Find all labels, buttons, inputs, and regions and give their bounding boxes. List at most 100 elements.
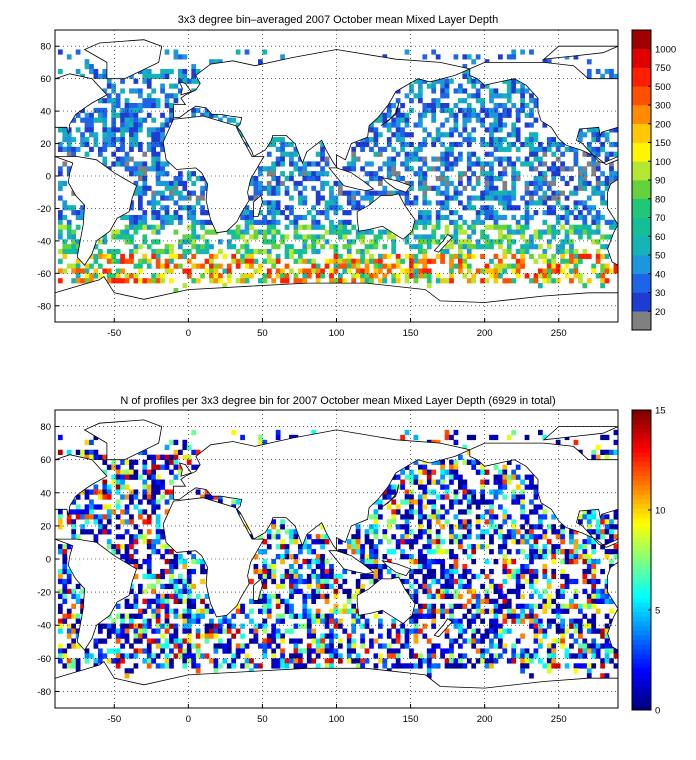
heatmap-cell <box>453 219 459 225</box>
heatmap-cell <box>182 444 188 451</box>
heatmap-cell <box>262 234 268 240</box>
heatmap-cell <box>302 663 308 669</box>
heatmap-cell <box>497 156 503 162</box>
heatmap-cell <box>497 137 503 143</box>
heatmap-cell <box>155 628 161 634</box>
heatmap-cell <box>595 185 601 191</box>
heatmap-cell <box>244 244 250 250</box>
heatmap-cell <box>164 268 170 274</box>
heatmap-cell <box>133 244 139 250</box>
heatmap-cell <box>604 514 610 520</box>
heatmap-cell <box>275 434 281 441</box>
heatmap-cell <box>62 200 68 206</box>
heatmap-cell <box>146 263 152 269</box>
heatmap-cell <box>173 613 179 619</box>
heatmap-cell <box>449 258 454 264</box>
heatmap-cell <box>497 200 503 206</box>
heatmap-cell <box>511 205 517 211</box>
heatmap-cell <box>173 263 179 269</box>
heatmap-cell <box>324 583 330 590</box>
heatmap-cell <box>89 489 94 495</box>
heatmap-cell <box>311 648 317 654</box>
heatmap-cell <box>111 509 117 515</box>
heatmap-cell <box>97 112 103 118</box>
heatmap-cell <box>80 141 85 148</box>
heatmap-cell <box>515 464 521 470</box>
heatmap-cell <box>506 529 512 535</box>
heatmap-cell <box>89 117 94 123</box>
heatmap-cell <box>311 638 317 644</box>
heatmap-cell <box>137 141 143 148</box>
heatmap-cell <box>546 653 552 659</box>
heatmap-cell <box>435 132 441 138</box>
heatmap-cell <box>502 509 508 515</box>
heatmap-cell <box>302 648 308 654</box>
heatmap-cell <box>386 107 392 114</box>
heatmap-cell <box>66 219 72 225</box>
heatmap-cell <box>422 459 428 465</box>
heatmap-cell <box>66 514 72 520</box>
heatmap-cell <box>266 210 272 216</box>
heatmap-cell <box>137 205 143 211</box>
heatmap-cell <box>266 171 272 177</box>
heatmap-cell <box>511 429 517 436</box>
heatmap-cell <box>195 68 201 75</box>
heatmap-cell <box>417 268 423 274</box>
heatmap-cell <box>595 190 601 196</box>
heatmap-cell <box>444 489 450 495</box>
y-tick-label: 60 <box>40 455 51 466</box>
heatmap-cell <box>489 176 494 182</box>
heatmap-cell <box>431 578 437 585</box>
heatmap-cell <box>320 244 325 250</box>
heatmap-cell <box>489 107 494 114</box>
heatmap-cell <box>417 166 423 172</box>
heatmap-cell <box>57 643 63 649</box>
heatmap-cell <box>160 195 165 201</box>
heatmap-cell <box>217 278 223 284</box>
heatmap-cell <box>613 514 619 520</box>
y-tick-label: 20 <box>40 139 51 150</box>
heatmap-cell <box>129 653 134 659</box>
colorbar1-swatch <box>632 161 651 181</box>
heatmap-cell <box>155 638 161 644</box>
heatmap-cell <box>124 278 130 284</box>
heatmap-cell <box>302 544 308 550</box>
heatmap-cell <box>164 628 170 634</box>
heatmap-cell <box>591 156 597 162</box>
heatmap-cell <box>506 161 512 167</box>
heatmap-cell <box>564 578 570 585</box>
heatmap-cell <box>422 583 428 590</box>
heatmap-cell <box>124 214 130 221</box>
heatmap-cell <box>342 578 348 585</box>
heatmap-cell <box>155 479 161 485</box>
heatmap-cell <box>62 161 68 167</box>
heatmap-cell <box>133 563 139 570</box>
heatmap-cell <box>404 268 410 274</box>
heatmap-cell <box>195 278 201 284</box>
heatmap-cell <box>475 608 481 614</box>
heatmap-cell <box>604 132 610 138</box>
colorbar2-swatch <box>632 667 651 673</box>
heatmap-cell <box>560 534 565 540</box>
heatmap-cell <box>75 239 81 245</box>
heatmap-cell <box>311 239 317 245</box>
heatmap-cell <box>462 54 468 60</box>
colorbar2-swatch <box>632 630 651 636</box>
heatmap-cell <box>555 439 561 446</box>
heatmap-cell <box>133 573 139 580</box>
heatmap-cell <box>315 539 321 545</box>
heatmap-cell <box>320 573 325 580</box>
y-tick-label: -60 <box>37 654 51 665</box>
heatmap-cell <box>324 239 330 245</box>
heatmap-cell <box>204 494 210 500</box>
heatmap-cell <box>413 663 419 669</box>
heatmap-cell <box>377 117 383 123</box>
heatmap-cell <box>360 253 365 260</box>
heatmap-cell <box>306 573 312 580</box>
heatmap-cell <box>271 229 277 235</box>
colorbar2-swatch <box>632 639 651 645</box>
heatmap-cell <box>444 103 450 109</box>
heatmap-cell <box>533 210 539 216</box>
heatmap-cell <box>324 573 330 580</box>
heatmap-cell <box>515 137 521 143</box>
